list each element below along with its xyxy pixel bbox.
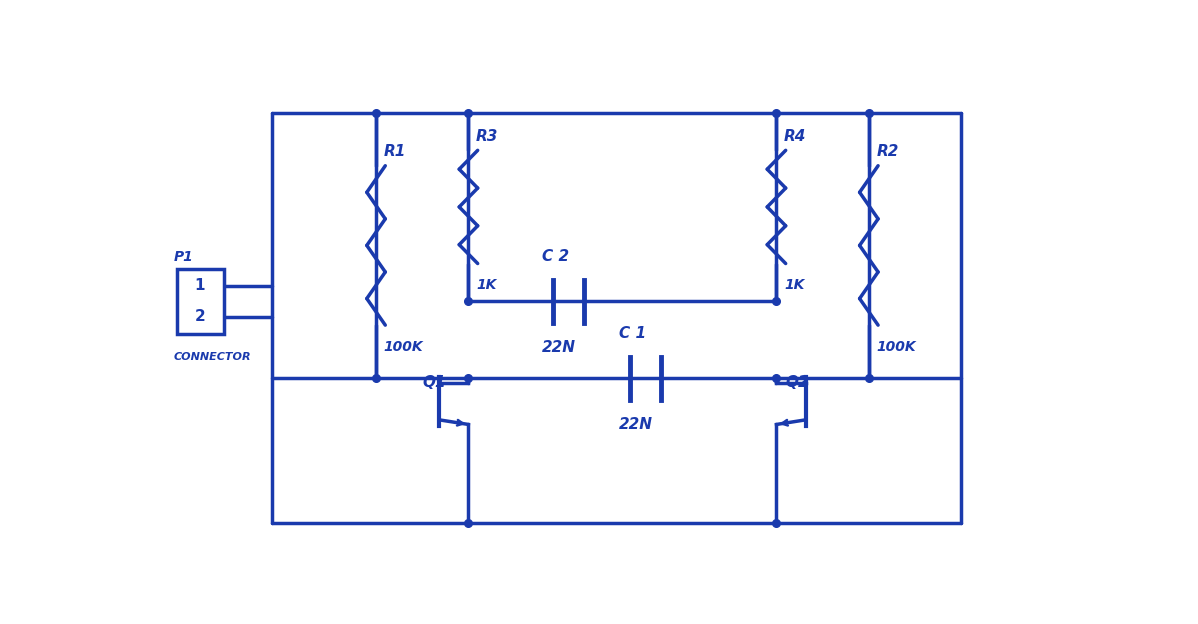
Text: CONNECTOR: CONNECTOR <box>174 352 252 362</box>
Text: R1: R1 <box>383 144 406 159</box>
Text: R2: R2 <box>877 144 898 159</box>
Text: 2: 2 <box>194 309 205 324</box>
Text: C 2: C 2 <box>541 249 569 264</box>
Text: 22N: 22N <box>541 340 575 355</box>
Text: 100K: 100K <box>877 339 916 354</box>
Text: 100K: 100K <box>383 339 423 354</box>
Text: Q1: Q1 <box>422 374 446 389</box>
Text: Q2: Q2 <box>786 374 810 389</box>
Text: C 1: C 1 <box>618 326 646 341</box>
FancyBboxPatch shape <box>177 268 224 334</box>
Text: 1K: 1K <box>476 278 496 292</box>
Text: 1: 1 <box>194 278 205 293</box>
Text: 1K: 1K <box>785 278 805 292</box>
Text: 22N: 22N <box>618 417 653 432</box>
Text: R3: R3 <box>476 129 498 144</box>
Text: R4: R4 <box>785 129 806 144</box>
Text: P1: P1 <box>174 250 193 264</box>
